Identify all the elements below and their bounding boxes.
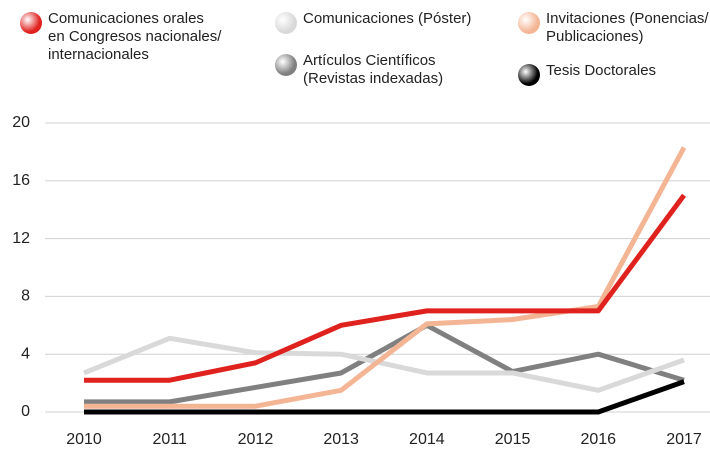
x-tick-label: 2014 [409, 431, 445, 448]
series-line [84, 193, 687, 383]
x-tick-label: 2017 [666, 431, 702, 448]
x-tick-label: 2016 [580, 431, 616, 448]
legend-swatch [275, 54, 297, 76]
legend-label: Artículos Científicos (Revistas indexada… [303, 52, 444, 87]
legend-swatch [518, 12, 540, 34]
legend-swatch [275, 12, 297, 34]
y-tick-label: 12 [12, 230, 30, 247]
y-tick-label: 20 [12, 114, 30, 131]
y-tick-label: 4 [21, 345, 30, 362]
series-line [83, 335, 685, 393]
x-tick-label: 2013 [323, 431, 359, 448]
y-tick-label: 8 [21, 288, 30, 305]
legend-swatch [518, 64, 540, 86]
series-line [84, 146, 687, 409]
legend-label: Comunicaciones orales en Congresos nacio… [48, 10, 222, 63]
legend-label: Tesis Doctorales [546, 62, 657, 79]
y-tick-label: 16 [12, 172, 30, 189]
x-tick-label: 2012 [238, 431, 274, 448]
legend-label: Comunicaciones (Póster) [303, 10, 472, 27]
x-tick-label: 2015 [495, 431, 531, 448]
legend-swatch [20, 12, 42, 34]
series-line [84, 379, 685, 415]
x-tick-label: 2011 [153, 431, 188, 448]
y-tick-label: 0 [21, 403, 30, 420]
series-line [84, 322, 685, 405]
x-tick-label: 2010 [66, 431, 102, 448]
legend-label: Invitaciones (Ponencias/ Publicaciones) [546, 10, 709, 45]
